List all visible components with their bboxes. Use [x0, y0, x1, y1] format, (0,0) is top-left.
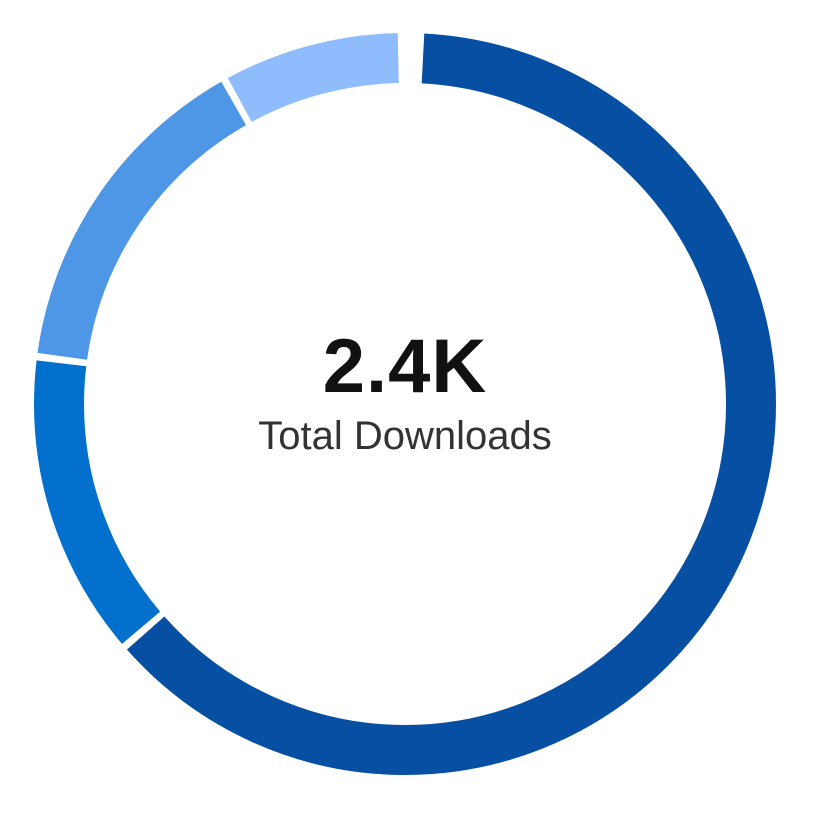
total-downloads-label: Total Downloads [258, 414, 552, 458]
donut-slice-1 [34, 33, 776, 775]
donut-slices [34, 33, 776, 775]
donut-slice-2 [34, 33, 776, 775]
total-downloads-value: 2.4K [322, 324, 488, 409]
